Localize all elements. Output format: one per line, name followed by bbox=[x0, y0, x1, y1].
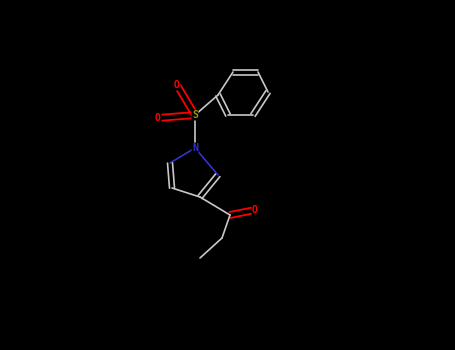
Text: N: N bbox=[192, 143, 198, 153]
Text: O: O bbox=[252, 205, 258, 215]
Text: O: O bbox=[174, 80, 180, 90]
Text: O: O bbox=[155, 113, 161, 123]
Text: S: S bbox=[192, 110, 198, 120]
